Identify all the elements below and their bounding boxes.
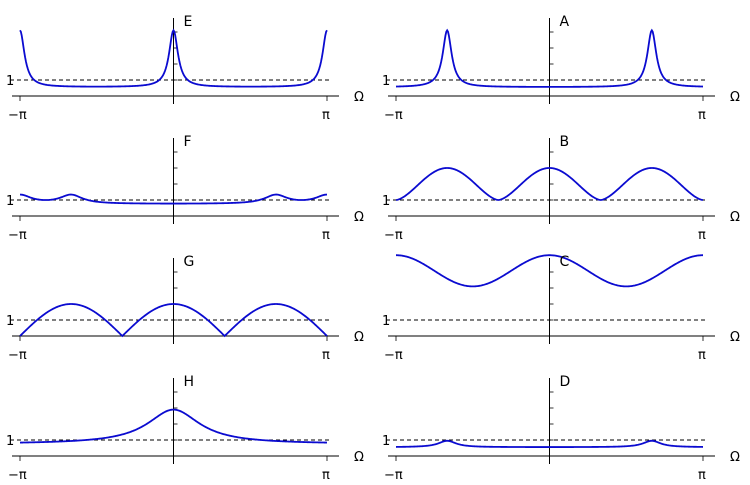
x-axis-label: Ω <box>354 210 364 225</box>
panel-c: C 1 Ω −π π <box>382 254 740 363</box>
panel-label: B <box>560 134 570 150</box>
y-ref-label: 1 <box>6 194 14 209</box>
response-curve <box>19 408 328 444</box>
x-max-label: π <box>698 468 706 483</box>
panel-f: F 1 Ω −π π <box>6 134 364 243</box>
x-max-label: π <box>322 348 330 363</box>
response-curve <box>395 28 704 88</box>
panel-e: E 1 Ω −π π <box>6 14 364 123</box>
x-max-label: π <box>698 228 706 243</box>
panel-h: H 1 Ω −π π <box>6 374 364 483</box>
response-curve <box>19 303 328 338</box>
panel-b: B 1 Ω −π π <box>382 134 740 243</box>
x-axis-label: Ω <box>730 90 740 105</box>
y-ref-label: 1 <box>382 74 390 89</box>
response-curve <box>395 254 704 288</box>
x-min-label: −π <box>384 468 403 483</box>
y-ref-label: 1 <box>6 434 14 449</box>
x-max-label: π <box>698 108 706 123</box>
y-ref-label: 1 <box>6 314 14 329</box>
x-min-label: −π <box>8 108 27 123</box>
x-min-label: −π <box>384 348 403 363</box>
panel-label: G <box>184 254 195 270</box>
response-curve <box>19 28 328 88</box>
x-min-label: −π <box>8 228 27 243</box>
panel-a: A 1 Ω −π π <box>382 14 740 123</box>
x-axis-label: Ω <box>730 450 740 465</box>
x-max-label: π <box>698 348 706 363</box>
y-ref-label: 1 <box>382 434 390 449</box>
y-ref-label: 1 <box>6 74 14 89</box>
x-max-label: π <box>322 108 330 123</box>
x-min-label: −π <box>8 348 27 363</box>
y-ref-label: 1 <box>382 194 390 209</box>
panel-label: A <box>560 14 570 30</box>
x-axis-label: Ω <box>354 90 364 105</box>
panel-label: H <box>184 374 195 390</box>
x-axis-label: Ω <box>354 330 364 345</box>
x-min-label: −π <box>8 468 27 483</box>
x-min-label: −π <box>384 228 403 243</box>
panel-label: C <box>560 254 570 270</box>
x-axis-label: Ω <box>730 330 740 345</box>
panel-label: E <box>184 14 193 30</box>
panel-label: F <box>184 134 192 150</box>
x-axis-label: Ω <box>730 210 740 225</box>
x-axis-label: Ω <box>354 450 364 465</box>
x-max-label: π <box>322 468 330 483</box>
response-curve <box>395 167 704 201</box>
x-min-label: −π <box>384 108 403 123</box>
panel-d: D 1 Ω −π π <box>382 374 740 483</box>
panel-g: G 1 Ω −π π <box>6 254 364 363</box>
x-max-label: π <box>322 228 330 243</box>
y-ref-label: 1 <box>382 314 390 329</box>
response-curve <box>395 439 704 448</box>
panel-label: D <box>560 374 571 390</box>
response-curve <box>19 193 328 205</box>
